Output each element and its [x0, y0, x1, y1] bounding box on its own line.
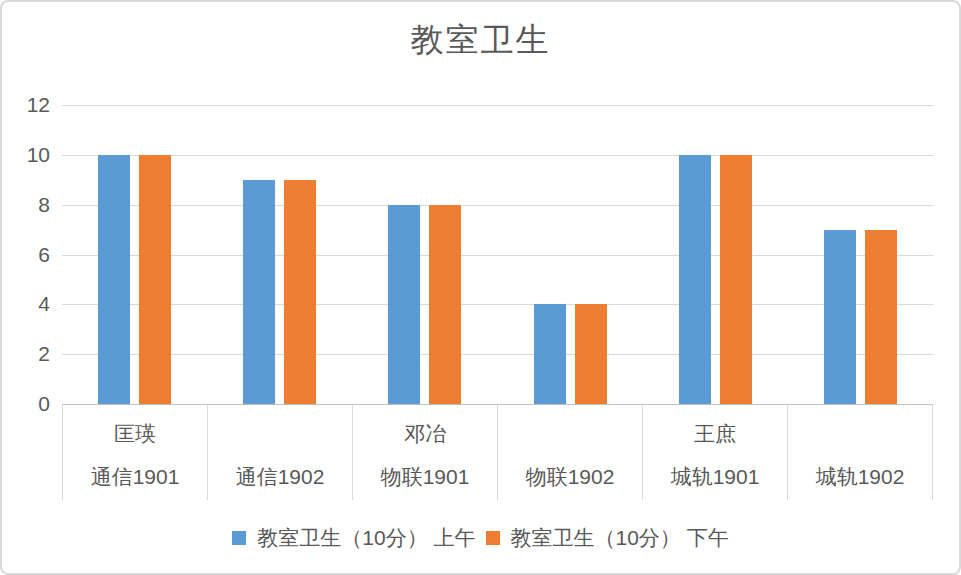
bar-series1-cat6: [824, 230, 856, 404]
bar-series1-cat5: [679, 155, 711, 404]
bar-series2-cat2: [284, 180, 316, 404]
x-category-label-2: 通信1902: [208, 463, 352, 491]
y-tick-label-0: 0: [2, 393, 50, 415]
legend-entry-2: 教室卫生（10分） 下午: [486, 524, 729, 552]
x-axis-category-area: 匡瑛通信1901通信1902邓冶物联1901物联1902王庶城轨1901城轨19…: [62, 405, 933, 500]
chart-frame: 教室卫生 0 2 4 6 8 10 12 匡瑛通信1901通信1902邓冶物联1901物联1…: [0, 0, 961, 575]
legend-entry-1: 教室卫生（10分） 上午: [232, 524, 475, 552]
x-category-cell-4: 物联1902: [498, 405, 643, 500]
x-category-cell-3: 邓冶物联1901: [353, 405, 498, 500]
y-tick-label-10: 10: [2, 144, 50, 166]
gridline-2: [62, 354, 933, 355]
bar-series1-cat3: [388, 205, 420, 404]
x-category-label-1: 通信1901: [63, 463, 207, 491]
chart-title: 教室卫生: [2, 20, 959, 60]
x-group-label-5: 王庶: [643, 420, 787, 448]
bar-series1-cat4: [534, 304, 566, 404]
bar-series2-cat1: [139, 155, 171, 404]
x-group-label-3: 邓冶: [353, 420, 497, 448]
x-category-label-5: 城轨1901: [643, 463, 787, 491]
legend-swatch-icon-2: [486, 531, 500, 545]
y-tick-label-2: 2: [2, 343, 50, 365]
gridline-8: [62, 205, 933, 206]
bar-series1-cat2: [243, 180, 275, 404]
x-category-cell-5: 王庶城轨1901: [643, 405, 788, 500]
bar-series2-cat6: [865, 230, 897, 404]
y-tick-label-8: 8: [2, 194, 50, 216]
gridline-4: [62, 304, 933, 305]
x-group-label-1: 匡瑛: [63, 420, 207, 448]
bar-series1-cat1: [98, 155, 130, 404]
bar-series2-cat4: [575, 304, 607, 404]
y-axis-labels: 024681012: [2, 105, 50, 404]
gridline-6: [62, 255, 933, 256]
legend-label-1: 教室卫生（10分） 上午: [257, 524, 475, 552]
legend: 教室卫生（10分） 上午 教室卫生（10分） 下午: [2, 524, 959, 552]
gridline-10: [62, 155, 933, 156]
gridline-12: [62, 105, 933, 106]
x-category-label-6: 城轨1902: [788, 463, 932, 491]
legend-label-2: 教室卫生（10分） 下午: [511, 524, 729, 552]
plot-area: [62, 105, 933, 404]
y-tick-label-4: 4: [2, 293, 50, 315]
x-category-label-4: 物联1902: [498, 463, 642, 491]
x-category-label-3: 物联1901: [353, 463, 497, 491]
bar-series2-cat5: [720, 155, 752, 404]
x-category-cell-2: 通信1902: [208, 405, 353, 500]
bar-series2-cat3: [429, 205, 461, 404]
y-tick-label-6: 6: [2, 244, 50, 266]
legend-swatch-icon-1: [232, 531, 246, 545]
y-tick-label-12: 12: [2, 94, 50, 116]
x-category-cell-6: 城轨1902: [788, 405, 933, 500]
x-category-cell-1: 匡瑛通信1901: [63, 405, 208, 500]
